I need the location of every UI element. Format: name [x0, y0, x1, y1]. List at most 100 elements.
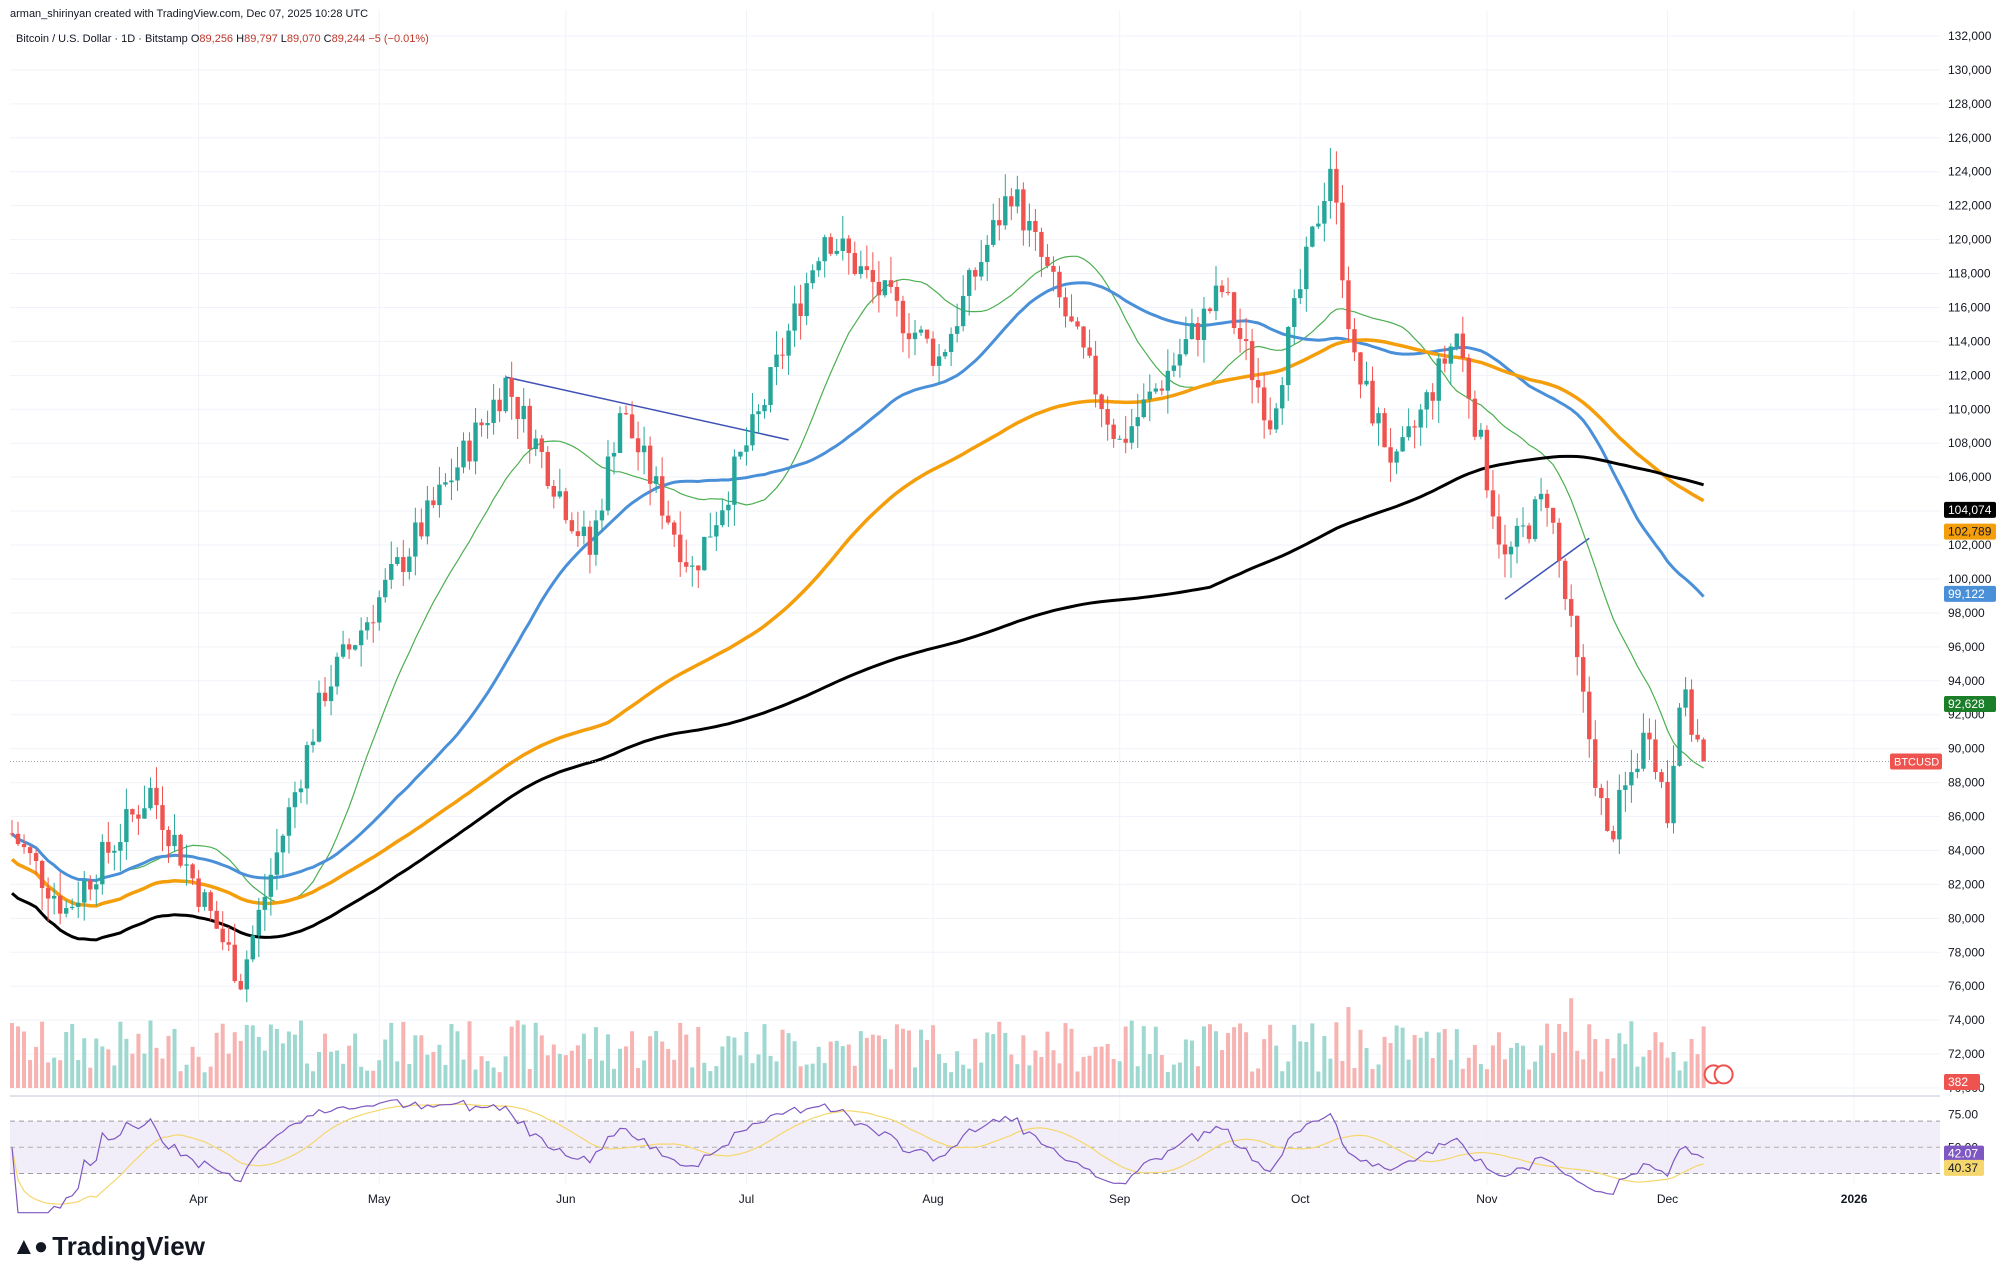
volume-bar: [238, 1040, 243, 1088]
volume-bar: [973, 1038, 978, 1088]
candle-body: [1695, 734, 1700, 740]
candle-body: [443, 482, 448, 485]
tradingview-logo-icon: ▲●: [12, 1232, 48, 1260]
candle-body: [1562, 560, 1568, 600]
symbol-badge-text: BTCUSD: [1894, 756, 1939, 768]
volume-bar: [888, 1069, 893, 1088]
volume-bar: [46, 1062, 51, 1088]
volume-bar: [1430, 1058, 1435, 1088]
candle-body: [1454, 333, 1459, 347]
candle-body: [1105, 409, 1110, 425]
volume-bar: [1117, 1061, 1122, 1088]
candle-body: [76, 902, 81, 907]
volume-bar: [106, 1049, 111, 1088]
price-axis[interactable]: 132,000 130,000 128,000 126,000 124,000 122,0…: [1948, 29, 1992, 1154]
symbol-info[interactable]: Bitcoin / U.S. Dollar · 1D · Bitstamp O8…: [16, 33, 429, 45]
candle-body: [1051, 265, 1056, 272]
volume-bar: [1412, 1035, 1417, 1088]
volume-bar: [166, 1035, 171, 1088]
symbol-badge: [1890, 753, 1942, 770]
candle-body: [828, 237, 833, 254]
volume-bar: [178, 1071, 183, 1088]
volume-bar: [172, 1028, 177, 1088]
volume-bar: [1683, 1061, 1688, 1088]
volume-bar: [1629, 1021, 1634, 1088]
price-tick-label: 108,000: [1948, 436, 1992, 450]
volume-bar: [1075, 1071, 1080, 1088]
price-tick-label: 82,000: [1948, 877, 1985, 891]
candle-body: [262, 896, 268, 910]
price-tick-label: 126,000: [1948, 131, 1992, 145]
price-tick-label: 84,000: [1948, 843, 1985, 857]
candle-body: [389, 563, 394, 580]
ohlc-low: L89,070: [280, 33, 321, 45]
volume-bar: [226, 1053, 231, 1088]
candle-body: [232, 944, 237, 982]
candle-body: [142, 808, 147, 819]
volume-bar: [696, 1026, 701, 1088]
volume-bar: [214, 1032, 219, 1088]
candle-body: [1442, 358, 1447, 364]
volume-bar: [1563, 1031, 1568, 1088]
volume-badge-text: 382: [1948, 1075, 1968, 1089]
candle-body: [876, 281, 882, 296]
volume-bar: [1111, 1058, 1116, 1088]
volume-bar: [317, 1052, 322, 1088]
candle-body: [1641, 732, 1646, 769]
volume-bar: [329, 1051, 334, 1088]
volume-bar: [1436, 1032, 1441, 1088]
volume-bar: [1238, 1023, 1243, 1088]
tradingview-logo[interactable]: ▲● TradingView: [12, 1231, 205, 1262]
volume-bar: [1021, 1035, 1026, 1088]
candle-body: [166, 829, 171, 847]
candle-body: [1099, 394, 1104, 410]
volume-bar: [1502, 1059, 1507, 1088]
volume-bar: [274, 1028, 279, 1088]
candle-body: [1466, 358, 1472, 399]
time-axis[interactable]: Apr May Jun Jul Aug Sep Oct Nov Dec 2026: [189, 1192, 1868, 1206]
candle-body: [63, 908, 69, 914]
volume-bar: [810, 1063, 815, 1088]
candle-body: [280, 835, 286, 853]
candle-body: [792, 303, 797, 331]
volume-bar: [1304, 1041, 1309, 1088]
candle-body: [1057, 271, 1062, 298]
candle-body: [575, 531, 581, 537]
volume-bar: [1388, 1043, 1393, 1088]
candle-body: [1310, 226, 1315, 247]
volume-bar: [870, 1034, 875, 1088]
volume-bar: [196, 1056, 201, 1088]
volume-bar: [1406, 1059, 1411, 1088]
candle-body: [1538, 493, 1544, 500]
candle-body: [1322, 200, 1327, 224]
volume-bar: [1207, 1024, 1212, 1088]
volume-bar: [1214, 1031, 1218, 1088]
candle-body: [1009, 196, 1014, 207]
ma200-line: [11, 454, 1705, 942]
volume-bar: [1472, 1044, 1477, 1088]
candle-body: [1015, 189, 1020, 207]
candle-body: [1653, 739, 1658, 773]
volume-bar: [1220, 1050, 1225, 1088]
volume-bar: [1448, 1059, 1453, 1088]
candle-body: [1255, 380, 1261, 388]
candle-body: [497, 399, 502, 412]
volume-bar: [852, 1065, 857, 1088]
volume-bar: [1484, 1069, 1489, 1088]
candle-body: [1243, 339, 1249, 342]
volume-bar: [1177, 1062, 1182, 1088]
candle-body: [557, 491, 563, 497]
rsi-ma-line: [11, 1103, 1704, 1205]
volume-bar: [449, 1024, 454, 1088]
candle-body: [1484, 429, 1490, 491]
volume-bar: [1165, 1071, 1170, 1088]
rsi-ma-badge: [1944, 1159, 1984, 1176]
candle-body: [1117, 438, 1122, 440]
candle-body: [888, 280, 894, 287]
volume-bar: [666, 1048, 671, 1088]
candle-body: [346, 644, 352, 650]
volume-bar: [437, 1044, 442, 1088]
volume-bar: [154, 1047, 159, 1088]
volume-bar: [708, 1071, 713, 1088]
